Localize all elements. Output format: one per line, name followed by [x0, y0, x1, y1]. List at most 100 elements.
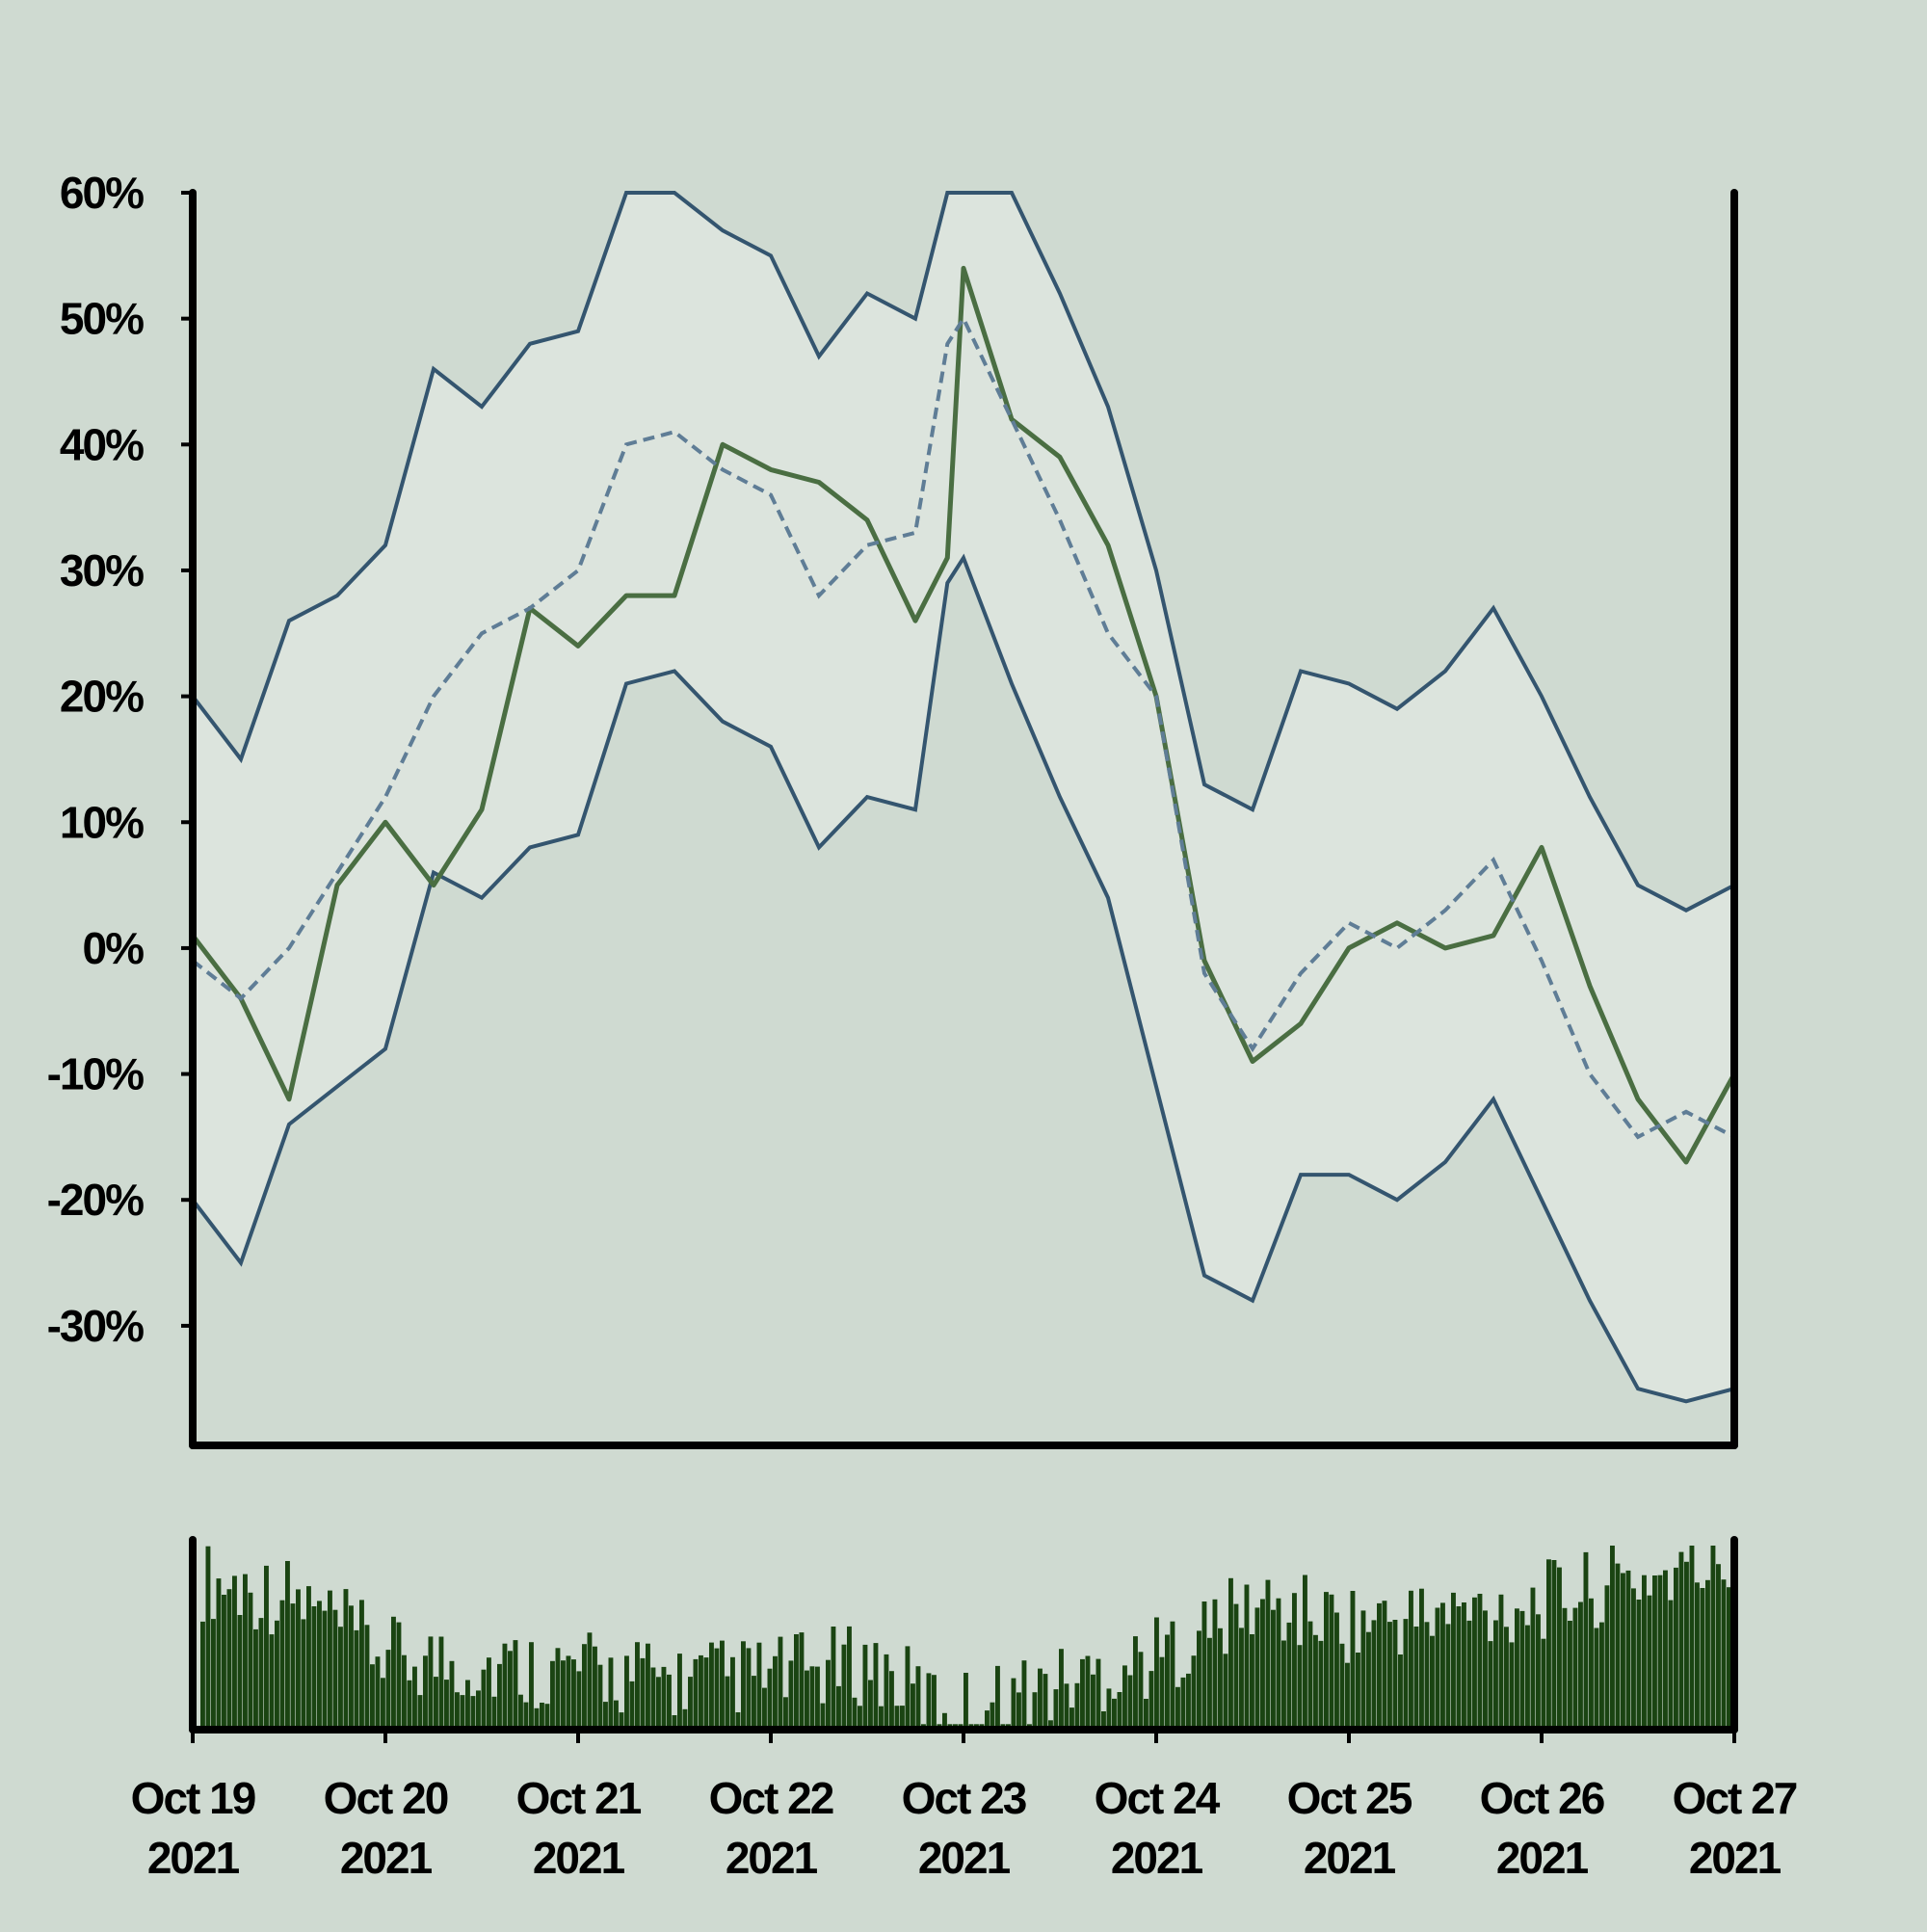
volume-bar [1721, 1579, 1727, 1730]
volume-bar [629, 1681, 635, 1730]
volume-bar [1122, 1665, 1127, 1730]
volume-bar [1154, 1617, 1159, 1730]
volume-bar [1292, 1593, 1297, 1730]
volume-bar [1377, 1602, 1382, 1730]
volume-bar [1016, 1692, 1021, 1730]
volume-bar [1392, 1620, 1398, 1730]
x-tick-label: Oct 24 [1095, 1773, 1221, 1823]
volume-bar [725, 1676, 730, 1730]
volume-bar [1578, 1601, 1583, 1730]
volume-bar [1663, 1570, 1668, 1730]
volume-bar [995, 1665, 1000, 1730]
volume-bar [1498, 1594, 1504, 1730]
volume-bar [1186, 1673, 1191, 1730]
volume-bar [290, 1603, 296, 1730]
volume-bar [1604, 1585, 1610, 1730]
volume-bar [1568, 1621, 1572, 1730]
volume-bar [862, 1644, 868, 1730]
volume-bar [1297, 1645, 1303, 1730]
volume-bar [1504, 1627, 1509, 1730]
volume-bar [1038, 1668, 1043, 1730]
x-tick-year: 2021 [1689, 1833, 1782, 1883]
volume-bar [1233, 1603, 1239, 1730]
volume-bar [1710, 1546, 1716, 1730]
y-tick-label: -30% [47, 1301, 144, 1351]
volume-bar [1286, 1622, 1292, 1730]
volume-bar [1625, 1570, 1631, 1730]
volume-bar [608, 1657, 614, 1730]
volume-bar [990, 1702, 995, 1730]
volume-bar [1424, 1622, 1430, 1730]
volume-bar [1080, 1658, 1085, 1730]
volume-bar [1059, 1649, 1064, 1730]
volume-bar [1705, 1579, 1710, 1730]
volume-bar [1440, 1602, 1445, 1730]
volume-bar [597, 1664, 603, 1730]
volume-bar [788, 1660, 794, 1730]
volume-bar [1265, 1579, 1271, 1730]
volume-bar [1148, 1671, 1154, 1730]
volume-bar [1021, 1660, 1027, 1730]
volume-bar [279, 1600, 285, 1730]
volume-bar [1043, 1674, 1048, 1730]
volume-bar [1170, 1621, 1175, 1730]
y-tick-label: 60% [60, 168, 144, 218]
volume-bar [332, 1609, 338, 1730]
volume-bar [550, 1660, 555, 1730]
volume-bar [237, 1615, 243, 1730]
volume-bar [412, 1666, 417, 1730]
volume-bar [1599, 1622, 1604, 1730]
volume-bar [741, 1641, 746, 1730]
volume-bar [497, 1663, 502, 1730]
volume-bar [1064, 1683, 1069, 1730]
volume-bar [243, 1574, 248, 1730]
volume-bar [1144, 1699, 1148, 1730]
volume-bar [444, 1680, 449, 1730]
volume-bar [226, 1589, 232, 1730]
volume-bar [216, 1578, 222, 1730]
volume-bar [1536, 1614, 1541, 1730]
volume-bar [1572, 1607, 1578, 1730]
volume-bar [1350, 1591, 1356, 1730]
volume-bar [328, 1590, 332, 1730]
volume-bar [714, 1648, 720, 1730]
volume-bar [523, 1702, 529, 1730]
volume-bar [703, 1657, 709, 1730]
y-tick-label: 30% [60, 545, 144, 595]
volume-bar [1117, 1692, 1122, 1730]
volume-bar [964, 1673, 968, 1730]
volume-bar [884, 1654, 889, 1730]
volume-bar [1652, 1575, 1657, 1730]
volume-bar [1557, 1567, 1562, 1730]
volume-bar [566, 1655, 571, 1730]
volume-bar [518, 1694, 523, 1730]
volume-bar [900, 1706, 905, 1730]
volume-bar [873, 1643, 879, 1730]
volume-bar [820, 1703, 826, 1730]
volume-bar [587, 1632, 593, 1730]
y-tick-label: 10% [60, 797, 144, 847]
volume-bar [576, 1671, 582, 1730]
x-tick-year: 2021 [1304, 1833, 1396, 1883]
volume-bar [396, 1622, 402, 1730]
x-tick-year: 2021 [1496, 1833, 1589, 1883]
volume-bar [343, 1589, 349, 1730]
volume-bar [1159, 1656, 1165, 1730]
volume-bar [1589, 1598, 1594, 1730]
volume-bar [688, 1677, 693, 1730]
volume-bar [1727, 1587, 1731, 1730]
series-layer [191, 191, 1737, 1404]
volume-bar [1175, 1686, 1180, 1730]
volume-bar [672, 1715, 677, 1730]
volume-bar [1615, 1563, 1621, 1730]
volume-bar [1360, 1610, 1366, 1730]
volume-bar [603, 1702, 608, 1730]
x-tick-labels: Oct 19 2021 Oct 20 2021 Oct 21 2021 Oct 22 2021… [131, 1773, 1799, 1883]
volume-bar [1472, 1597, 1477, 1730]
volume-bar [826, 1659, 831, 1730]
volume-bar [370, 1664, 375, 1730]
y-tick-label: 20% [60, 672, 144, 722]
volume-bar [926, 1673, 932, 1730]
volume-bar [1493, 1620, 1498, 1730]
